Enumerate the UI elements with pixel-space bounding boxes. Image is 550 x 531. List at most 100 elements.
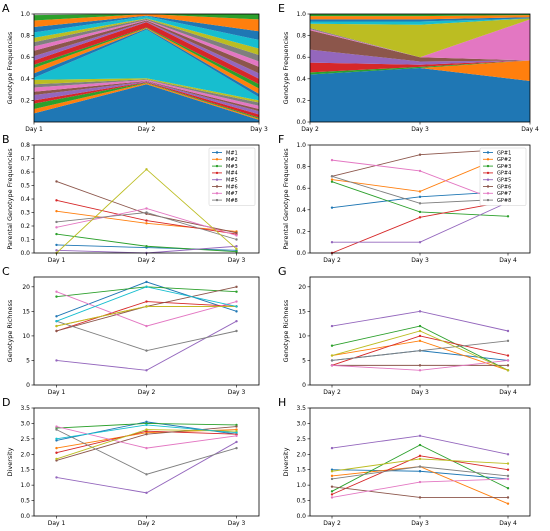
area-band-6 bbox=[310, 30, 530, 62]
data-point bbox=[418, 210, 422, 214]
data-point bbox=[235, 434, 238, 437]
data-point bbox=[235, 425, 238, 428]
data-point bbox=[145, 446, 148, 450]
series-line bbox=[56, 286, 237, 298]
legend-frame bbox=[208, 147, 256, 206]
y-tick-label: 0.2 bbox=[296, 97, 306, 104]
area-band-2 bbox=[34, 83, 259, 120]
data-point bbox=[330, 474, 334, 478]
series-7 bbox=[55, 207, 238, 237]
legend-entry: GP#8 bbox=[497, 198, 511, 204]
data-point bbox=[235, 285, 238, 289]
x-tick-label: Day 4 bbox=[521, 126, 539, 133]
legend-entry: GP#7 bbox=[497, 191, 511, 197]
series-7 bbox=[330, 359, 510, 372]
y-tick-label: 0 bbox=[26, 382, 30, 389]
y-tick-label: 5 bbox=[302, 357, 306, 364]
data-point bbox=[418, 334, 422, 338]
data-point bbox=[55, 457, 58, 461]
series-line bbox=[56, 429, 237, 475]
y-tick-label: 0.8 bbox=[296, 33, 306, 40]
y-axis-label: Parental Genotype Frequencies bbox=[282, 148, 290, 250]
series-5 bbox=[330, 310, 510, 333]
legend-entry: M#5 bbox=[226, 178, 238, 184]
data-point bbox=[55, 446, 58, 450]
x-tick-label: Day 3 bbox=[411, 389, 429, 396]
data-point bbox=[55, 437, 58, 441]
data-point bbox=[55, 359, 58, 362]
data-point bbox=[55, 428, 58, 431]
y-tick-label: 10 bbox=[22, 333, 30, 340]
data-point bbox=[418, 434, 422, 437]
legend-entry: M#6 bbox=[226, 184, 238, 190]
legend-marker bbox=[486, 171, 490, 175]
data-point bbox=[55, 199, 58, 202]
legend-entry: M#2 bbox=[226, 157, 238, 163]
legend: M#1M#2M#3M#4M#5M#6M#7M#8 bbox=[208, 147, 256, 206]
y-tick-label: 3.0 bbox=[296, 420, 306, 427]
legend-entry: GP#5 bbox=[497, 178, 511, 184]
data-point bbox=[145, 219, 148, 222]
legend-marker bbox=[486, 164, 490, 168]
y-tick-label: 15 bbox=[298, 308, 306, 315]
data-point bbox=[145, 280, 148, 284]
x-tick-label: Day 2 bbox=[138, 126, 156, 133]
series-8 bbox=[55, 211, 238, 241]
data-point bbox=[55, 180, 58, 183]
data-point bbox=[55, 329, 58, 333]
data-point bbox=[235, 238, 238, 241]
series-line bbox=[331, 200, 509, 254]
y-axis-label: Genotype Frequencies bbox=[282, 31, 290, 104]
data-point bbox=[235, 300, 238, 303]
series-line bbox=[56, 441, 237, 494]
data-point bbox=[418, 364, 422, 367]
legend-entry: GP#3 bbox=[497, 164, 511, 170]
y-tick-label: 0.2 bbox=[296, 228, 306, 235]
data-point bbox=[506, 215, 510, 218]
x-tick-label: Day 3 bbox=[228, 520, 246, 527]
panel-c: 0 5 10 15 20 Day 1 Day 2 Day 3 Genotype Richness… bbox=[2, 265, 260, 396]
y-tick-label: 0.0 bbox=[20, 250, 30, 257]
data-point bbox=[418, 202, 422, 205]
y-tick-label: 2.5 bbox=[296, 436, 306, 443]
data-point bbox=[235, 310, 238, 313]
data-point bbox=[418, 310, 422, 313]
area-band-1 bbox=[310, 68, 530, 122]
data-point bbox=[330, 496, 334, 499]
panel-letter: E bbox=[278, 2, 285, 15]
x-tick-label: Day 2 bbox=[323, 520, 341, 527]
data-point bbox=[145, 245, 148, 248]
data-point bbox=[506, 474, 510, 478]
data-point bbox=[55, 295, 58, 298]
x-tick-label: Day 3 bbox=[228, 257, 246, 264]
area-band-13 bbox=[310, 14, 530, 17]
data-point bbox=[330, 354, 334, 357]
data-point bbox=[145, 369, 148, 372]
legend-entry: GP#1 bbox=[497, 150, 511, 156]
y-tick-label: 0.8 bbox=[20, 142, 30, 149]
x-tick-label: Day 3 bbox=[411, 520, 429, 527]
data-point bbox=[506, 329, 510, 333]
series-8 bbox=[330, 465, 510, 481]
series-line bbox=[56, 286, 237, 322]
series-4 bbox=[330, 199, 510, 255]
series-line bbox=[331, 310, 509, 332]
legend-marker bbox=[486, 158, 490, 161]
y-axis-label: Genotype Frequencies bbox=[6, 31, 14, 104]
legend-entry: GP#6 bbox=[497, 184, 511, 190]
data-point bbox=[55, 243, 58, 247]
x-tick-label: Day 2 bbox=[138, 389, 156, 396]
legend-entry: GP#2 bbox=[497, 157, 511, 163]
data-point bbox=[235, 329, 238, 333]
y-tick-label: 1.5 bbox=[20, 467, 30, 474]
data-point bbox=[506, 354, 510, 357]
legend-marker bbox=[215, 178, 219, 181]
series-6 bbox=[330, 485, 510, 499]
legend-marker bbox=[215, 151, 219, 154]
data-point bbox=[235, 234, 238, 237]
data-point bbox=[330, 477, 334, 481]
series-10 bbox=[55, 285, 238, 323]
data-point bbox=[55, 220, 58, 224]
data-point bbox=[506, 502, 510, 505]
legend-marker bbox=[486, 151, 490, 154]
